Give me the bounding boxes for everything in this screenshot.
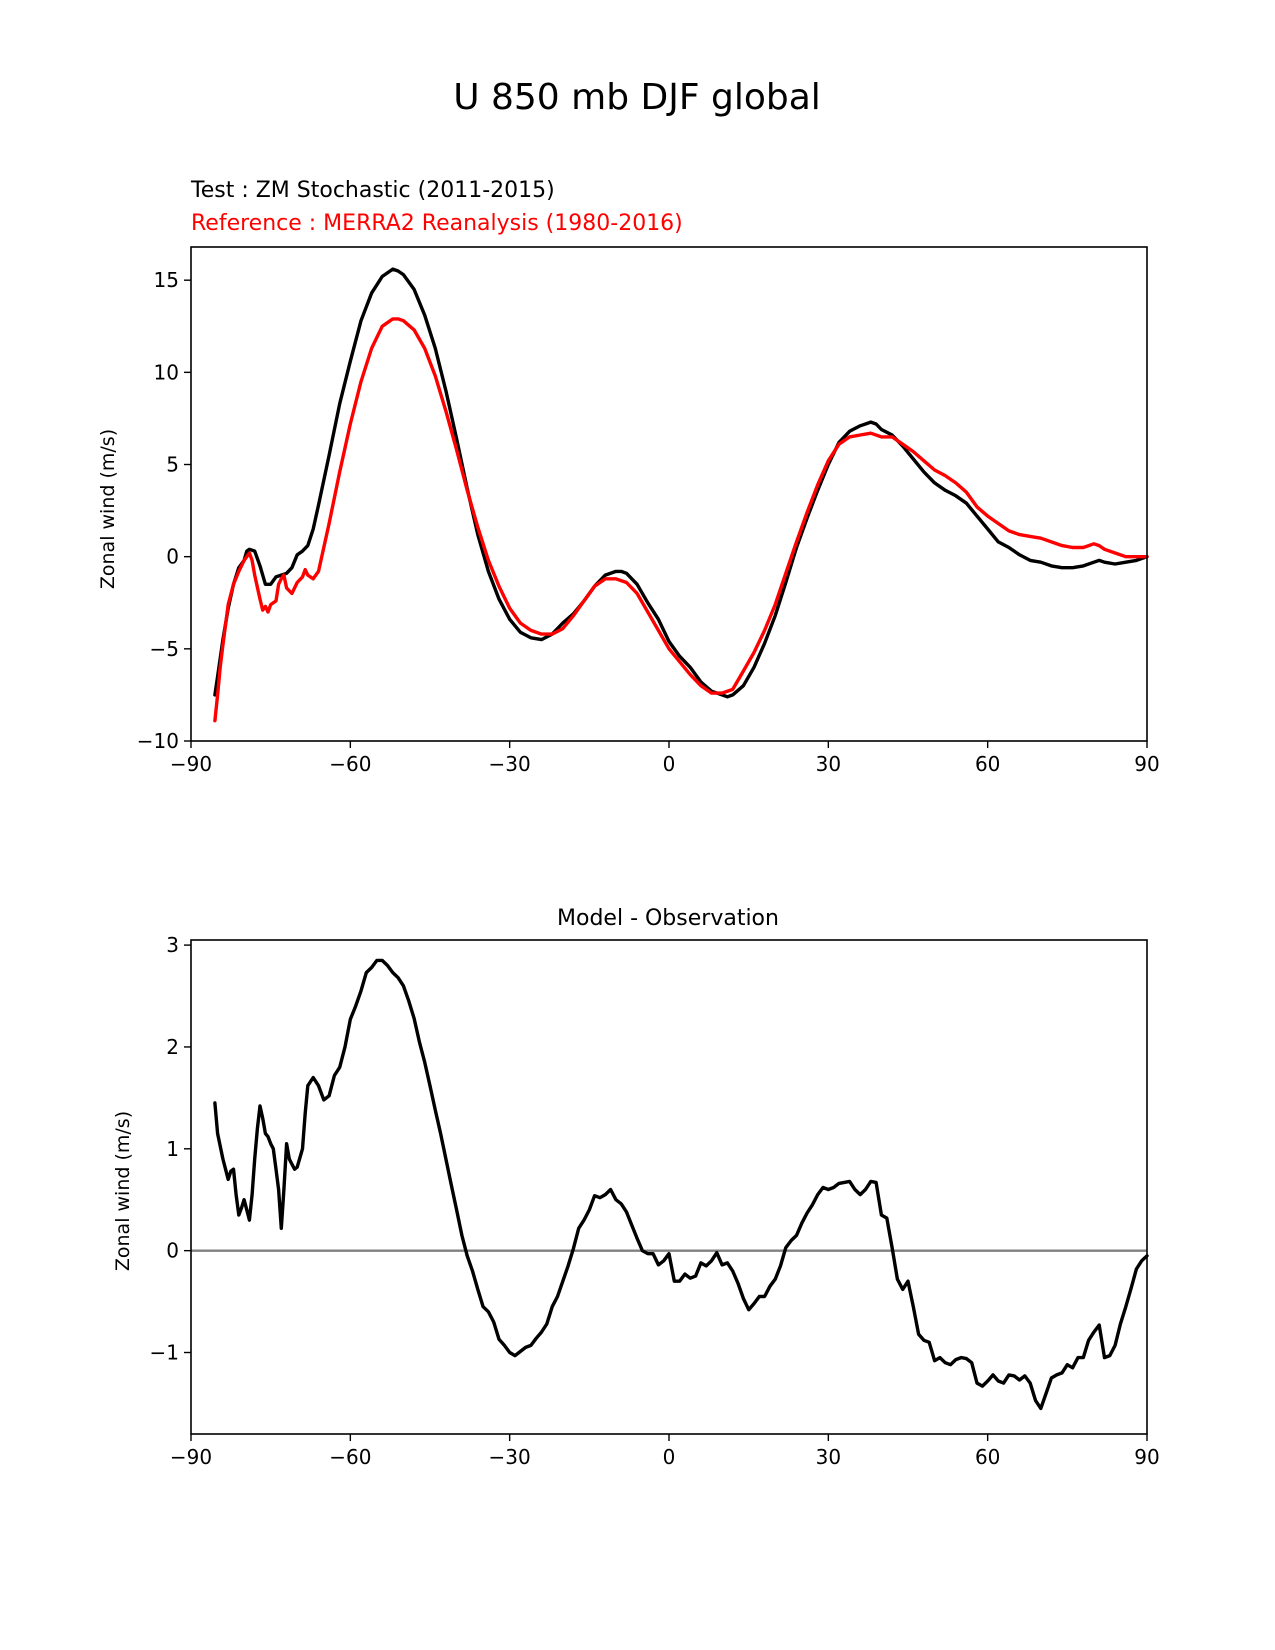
top-ytick-label: 15 (154, 268, 179, 292)
bottom-ylabel: Zonal wind (m/s) (112, 1111, 134, 1271)
top-series-reference (213, 317, 1149, 723)
top-ytick-label: 10 (154, 360, 179, 384)
top-series (213, 267, 1149, 723)
bottom-ticks: −90 −60 −30 0 30 60 90 −1 0 1 2 3 (150, 933, 1160, 1469)
top-panel: Test : ZM Stochastic (2011-2015) Referen… (97, 178, 1160, 776)
top-ytick-label: 5 (166, 453, 179, 477)
top-series-test (213, 267, 1149, 699)
bottom-xtick-label: 90 (1134, 1445, 1159, 1469)
top-xtick-label: 60 (975, 752, 1000, 776)
bottom-xtick-label: 0 (663, 1445, 676, 1469)
bottom-panel: Model - Observation Zonal wind (m/s) −90… (112, 906, 1160, 1469)
top-xtick-label: −60 (329, 752, 371, 776)
top-subtitle-reference: Reference : MERRA2 Reanalysis (1980-2016… (191, 211, 683, 236)
bottom-ytick-label: 0 (166, 1239, 179, 1263)
bottom-xtick-label: −30 (489, 1445, 531, 1469)
bottom-xtick-label: −60 (329, 1445, 371, 1469)
top-ytick-label: 0 (166, 545, 179, 569)
top-ytick-label: −5 (150, 637, 179, 661)
top-ytick-label: −10 (137, 729, 179, 753)
bottom-title: Model - Observation (557, 906, 779, 931)
bottom-ytick-label: 2 (166, 1035, 179, 1059)
bottom-xtick-label: 60 (975, 1445, 1000, 1469)
top-xtick-label: 30 (816, 752, 841, 776)
bottom-ytick-label: 1 (166, 1137, 179, 1161)
top-axes-frame (190, 246, 1148, 742)
top-subtitle-test: Test : ZM Stochastic (2011-2015) (190, 178, 555, 203)
top-xtick-label: −90 (170, 752, 212, 776)
figure-title: U 850 mb DJF global (453, 77, 821, 118)
bottom-series (191, 958, 1149, 1411)
bottom-series-difference (213, 958, 1149, 1411)
bottom-ytick-label: −1 (150, 1341, 179, 1365)
top-ylabel: Zonal wind (m/s) (97, 429, 119, 589)
top-xtick-label: −30 (489, 752, 531, 776)
bottom-ytick-label: 3 (166, 933, 179, 957)
top-xtick-label: 90 (1134, 752, 1159, 776)
bottom-xtick-label: −90 (170, 1445, 212, 1469)
bottom-xtick-label: 30 (816, 1445, 841, 1469)
top-xtick-label: 0 (663, 752, 676, 776)
top-ticks: −90 −60 −30 0 30 60 90 −10 −5 0 5 10 15 (137, 268, 1160, 776)
bottom-axes-frame (190, 939, 1148, 1435)
